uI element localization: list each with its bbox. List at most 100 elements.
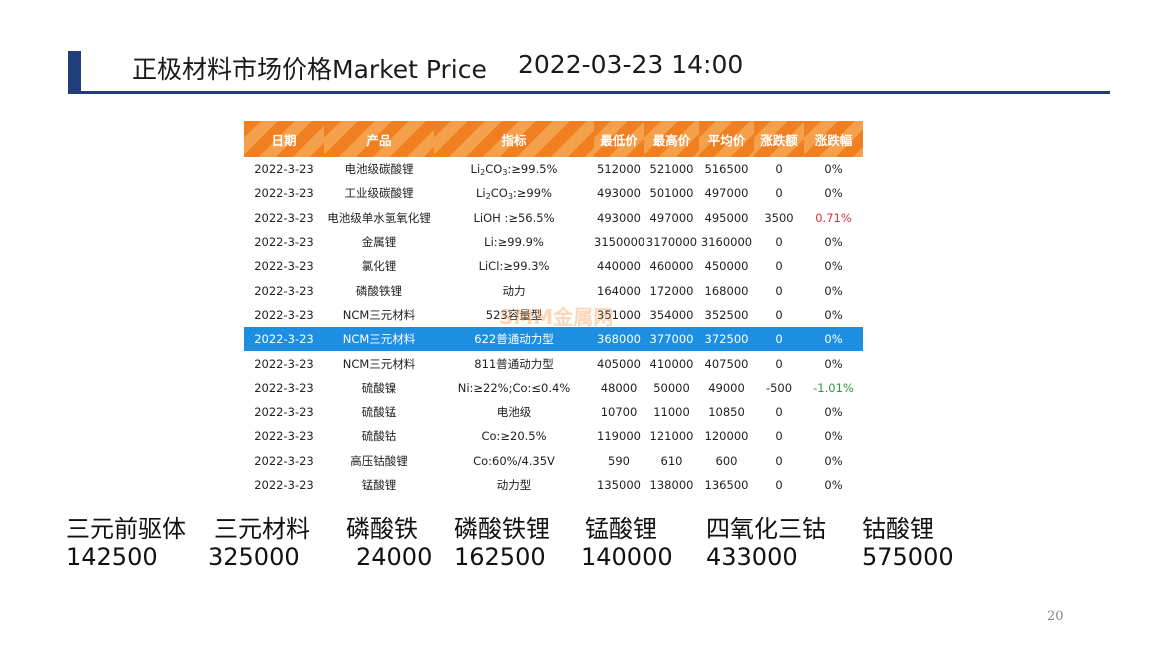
summary-value: 325000 <box>208 543 300 571</box>
cell-high: 172000 <box>649 283 694 298</box>
cell-high: 11000 <box>653 405 690 420</box>
cell-change-pct: 0% <box>824 283 843 298</box>
header-change-pct: 涨跌幅 <box>804 121 863 157</box>
cell-product: 金属锂 <box>361 235 397 250</box>
cell-spec: 523容量型 <box>485 307 543 322</box>
cell-product: 硫酸镍 <box>361 380 397 395</box>
summary-value: 142500 <box>66 543 158 571</box>
header-avg: 平均价 <box>699 121 754 157</box>
summary-item: 磷酸铁锂 162500 <box>454 515 550 571</box>
table-row[interactable]: 2022-3-23 磷酸铁锂 动力 164000 172000 168000 0… <box>244 278 863 303</box>
cell-change: 0 <box>775 186 783 201</box>
cell-spec: 电池级 <box>496 405 532 420</box>
cell-change: 0 <box>775 478 783 492</box>
table-row[interactable]: 2022-3-23 硫酸锰 电池级 10700 11000 10850 0 0% <box>244 399 863 425</box>
cell-change-pct: 0% <box>824 356 843 371</box>
cell-change-pct: -1.01% <box>813 380 854 395</box>
cell-date: 2022-3-23 <box>254 162 314 177</box>
table-row[interactable]: 2022-3-23 硫酸镍 Ni:≥22%;Co:≤0.4% 48000 500… <box>244 375 863 400</box>
cell-change-pct: 0% <box>824 162 843 177</box>
cell-product: NCM三元材料 <box>342 332 416 347</box>
cell-change: 0 <box>775 259 783 274</box>
cell-spec: Ni:≥22%;Co:≤0.4% <box>457 380 571 395</box>
summary-value: 575000 <box>862 543 954 571</box>
summary-prices: 三元前驱体 142500 三元材料 325000 磷酸铁 24000 磷酸铁锂 … <box>66 515 1066 575</box>
cell-low: 119000 <box>597 429 641 444</box>
summary-value: 140000 <box>581 543 673 571</box>
table-row[interactable]: 2022-3-23 NCM三元材料 523容量型 351000 354000 3… <box>244 302 863 328</box>
table-header-row: 日期 产品 指标 最低价 最高价 平均价 涨跌额 涨跌幅 <box>244 121 863 157</box>
cell-high: 3170000 <box>645 235 698 250</box>
summary-value: 433000 <box>706 543 798 571</box>
summary-item: 钴酸锂 575000 <box>862 515 954 571</box>
cell-spec: Co:≥20.5% <box>481 429 547 444</box>
table-row[interactable]: 2022-3-23 NCM三元材料 811普通动力型 405000 410000… <box>244 351 863 376</box>
cell-date: 2022-3-23 <box>254 186 314 201</box>
table-row[interactable]: 2022-3-23 氯化锂 LiCl:≥99.3% 440000 460000 … <box>244 254 863 279</box>
table-row[interactable]: 2022-3-23 电池级单水氢氧化锂 LiOH :≥56.5% 493000 … <box>244 205 863 230</box>
cell-spec: 动力 <box>502 283 526 298</box>
cell-low: 440000 <box>597 259 641 274</box>
cell-change: 0 <box>775 307 783 322</box>
cell-change: 0 <box>775 453 783 468</box>
cell-change: 0 <box>775 235 783 250</box>
header-date: 日期 <box>244 121 324 157</box>
cell-date: 2022-3-23 <box>254 259 314 274</box>
summary-label: 三元前驱体 <box>66 515 186 543</box>
cell-avg: 168000 <box>704 283 749 298</box>
page-title: 正极材料市场价格Market Price <box>132 55 487 84</box>
cell-low: 10700 <box>600 405 638 420</box>
page-datetime: 2022-03-23 14:00 <box>518 50 744 79</box>
cell-spec: LiCl:≥99.3% <box>478 259 550 274</box>
cell-product: 工业级碳酸锂 <box>344 186 414 201</box>
cell-change-pct: 0% <box>824 478 843 492</box>
cell-change-pct: 0% <box>824 405 843 420</box>
cell-change: 0 <box>775 405 783 420</box>
cell-avg: 120000 <box>704 429 749 444</box>
header-high: 最高价 <box>644 121 699 157</box>
summary-label: 磷酸铁锂 <box>454 515 550 543</box>
summary-label: 三元材料 <box>214 515 310 543</box>
table-row[interactable]: 2022-3-23 高压钴酸锂 Co:60%/4.35V 590 610 600… <box>244 448 863 473</box>
cell-change-pct: 0% <box>824 186 843 201</box>
table-row[interactable]: 2022-3-23 锰酸锂 动力型 135000 138000 136500 0… <box>244 472 863 498</box>
table-row[interactable]: 2022-3-23 硫酸钴 Co:≥20.5% 119000 121000 12… <box>244 424 863 449</box>
cell-change-pct: 0.71% <box>815 210 852 225</box>
cell-spec: LiOH :≥56.5% <box>473 210 555 225</box>
summary-item: 锰酸锂 140000 <box>581 515 673 571</box>
table-row[interactable]: 2022-3-23 工业级碳酸锂 Li2CO3:≥99% 493000 5010… <box>244 181 863 206</box>
cell-avg: 352500 <box>704 307 749 322</box>
cell-date: 2022-3-23 <box>254 453 314 468</box>
summary-label: 四氧化三钴 <box>706 515 826 543</box>
cell-avg: 600 <box>715 453 738 468</box>
cell-low: 48000 <box>600 380 638 395</box>
cell-change-pct: 0% <box>824 332 843 347</box>
cell-high: 610 <box>660 453 683 468</box>
cell-change-pct: 0% <box>824 453 843 468</box>
cell-high: 460000 <box>649 259 694 274</box>
summary-value: 24000 <box>356 543 433 571</box>
header-change: 涨跌额 <box>754 121 804 157</box>
cell-high: 410000 <box>649 356 694 371</box>
cell-high: 377000 <box>649 332 694 347</box>
cell-date: 2022-3-23 <box>254 210 314 225</box>
cell-date: 2022-3-23 <box>254 283 314 298</box>
cell-high: 50000 <box>653 380 690 395</box>
cell-product: 锰酸锂 <box>361 478 397 492</box>
cell-high: 138000 <box>649 478 694 492</box>
cell-spec: 622普通动力型 <box>474 332 554 347</box>
cell-high: 354000 <box>649 307 694 322</box>
cell-change: 0 <box>775 283 783 298</box>
cell-date: 2022-3-23 <box>254 356 314 371</box>
cell-avg: 495000 <box>704 210 749 225</box>
cell-high: 497000 <box>649 210 694 225</box>
cell-avg: 497000 <box>704 186 749 201</box>
table-row-selected[interactable]: 2022-3-23 NCM三元材料 622普通动力型 368000 377000… <box>244 327 863 352</box>
cell-change-pct: 0% <box>824 235 843 250</box>
price-table: 日期 产品 指标 最低价 最高价 平均价 涨跌额 涨跌幅 2022-3-23 电… <box>244 121 863 498</box>
table-row[interactable]: 2022-3-23 金属锂 Li:≥99.9% 3150000 3170000 … <box>244 229 863 255</box>
cell-product: NCM三元材料 <box>342 356 416 371</box>
summary-item: 四氧化三钴 433000 <box>706 515 826 571</box>
table-row[interactable]: 2022-3-23 电池级碳酸锂 Li2CO3:≥99.5% 512000 52… <box>244 157 863 182</box>
cell-avg: 10850 <box>708 405 745 420</box>
